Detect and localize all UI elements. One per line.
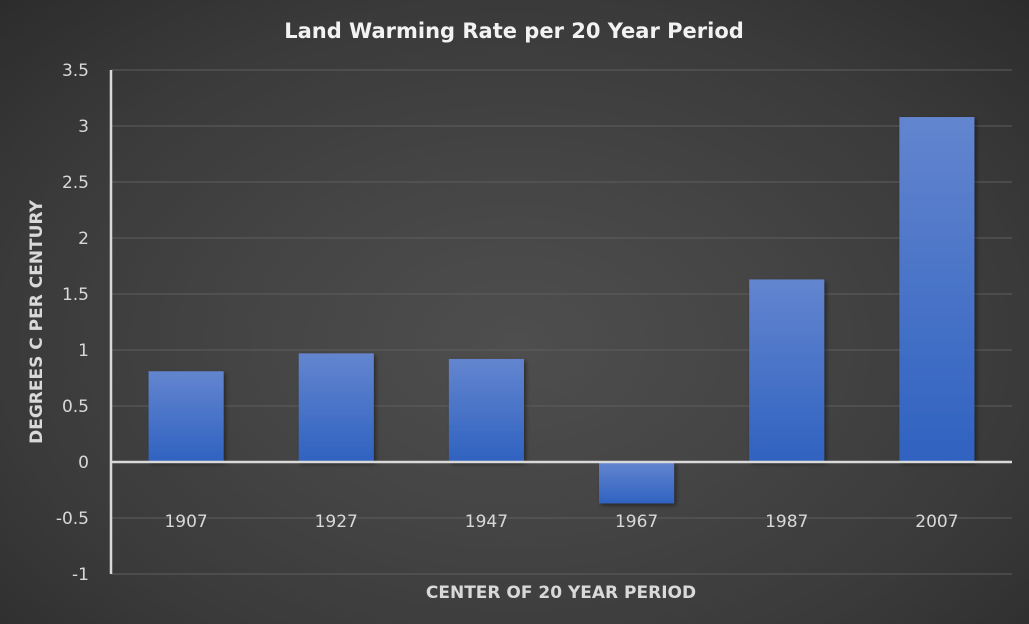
bar-1967 [599, 462, 675, 504]
y-tick-label: 2.5 [62, 173, 89, 193]
gridlines [111, 69, 1012, 575]
x-axis-title: CENTER OF 20 YEAR PERIOD [426, 583, 696, 603]
bar-1947 [448, 358, 524, 462]
x-tick-label: 1947 [465, 512, 508, 532]
y-tick-label: -0.5 [56, 509, 89, 529]
y-tick-label: 3.5 [62, 61, 89, 81]
y-axis-ticks: -1 -0.5 0 0.5 1 1.5 2 2.5 3 3.5 [56, 61, 89, 585]
y-tick-label: 1 [78, 341, 89, 361]
x-tick-label: 1987 [765, 512, 808, 532]
bar-2007 [899, 117, 975, 462]
axes [109, 70, 1012, 574]
y-tick-label: 0.5 [62, 397, 89, 417]
x-axis-ticks: 1907 1927 1947 1967 1987 2007 [164, 512, 958, 532]
bar-1987 [749, 279, 825, 462]
y-tick-label: 1.5 [62, 285, 89, 305]
chart-title: Land Warming Rate per 20 Year Period [284, 19, 744, 43]
bar-1927 [298, 353, 374, 462]
x-tick-label: 2007 [915, 512, 958, 532]
x-tick-label: 1907 [164, 512, 207, 532]
y-tick-label: 3 [78, 117, 89, 137]
y-tick-label: -1 [72, 565, 89, 585]
y-tick-label: 0 [78, 453, 89, 473]
bars [148, 117, 975, 504]
y-axis-title: DEGREES C PER CENTURY [27, 199, 47, 444]
bar-1907 [148, 371, 224, 462]
x-tick-label: 1927 [315, 512, 358, 532]
x-tick-label: 1967 [615, 512, 658, 532]
y-tick-label: 2 [78, 229, 89, 249]
